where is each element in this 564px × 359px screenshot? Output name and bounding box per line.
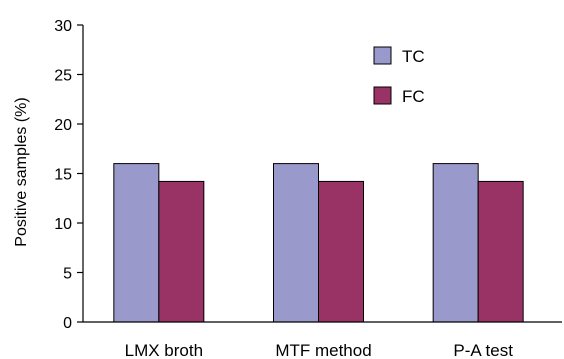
y-tick-label: 5: [63, 266, 72, 283]
bar-tc-2: [273, 163, 319, 323]
bar-fc-2: [318, 180, 364, 323]
legend-label-fc: FC: [402, 87, 425, 106]
y-tick-label: 25: [54, 68, 72, 85]
y-tick-label: 30: [54, 18, 72, 35]
x-category-label: LMX broth: [125, 341, 203, 359]
axes: [82, 25, 562, 323]
bar-fc-1: [158, 180, 205, 323]
x-axis-labels: LMX broth MTF method P-A test: [125, 341, 514, 359]
bars: [113, 163, 524, 323]
x-category-label: MTF method: [275, 341, 371, 359]
y-tick-label: 20: [54, 117, 72, 134]
y-axis-title: Positive samples (%): [13, 97, 30, 246]
y-tick-label: 15: [54, 167, 72, 184]
legend: TC FC: [373, 46, 425, 106]
x-category-label: P-A test: [453, 341, 513, 359]
bar-fc-3: [477, 180, 524, 323]
bar-tc-1: [113, 163, 160, 323]
y-tick-label: 10: [54, 216, 72, 233]
legend-swatch-fc: [373, 86, 392, 105]
y-tick-label: 0: [63, 315, 72, 332]
bar-tc-3: [432, 163, 479, 323]
legend-label-tc: TC: [402, 47, 425, 66]
y-axis-ticks: 0 5 10 15 20 25 30: [54, 18, 83, 332]
legend-swatch-tc: [373, 46, 392, 65]
